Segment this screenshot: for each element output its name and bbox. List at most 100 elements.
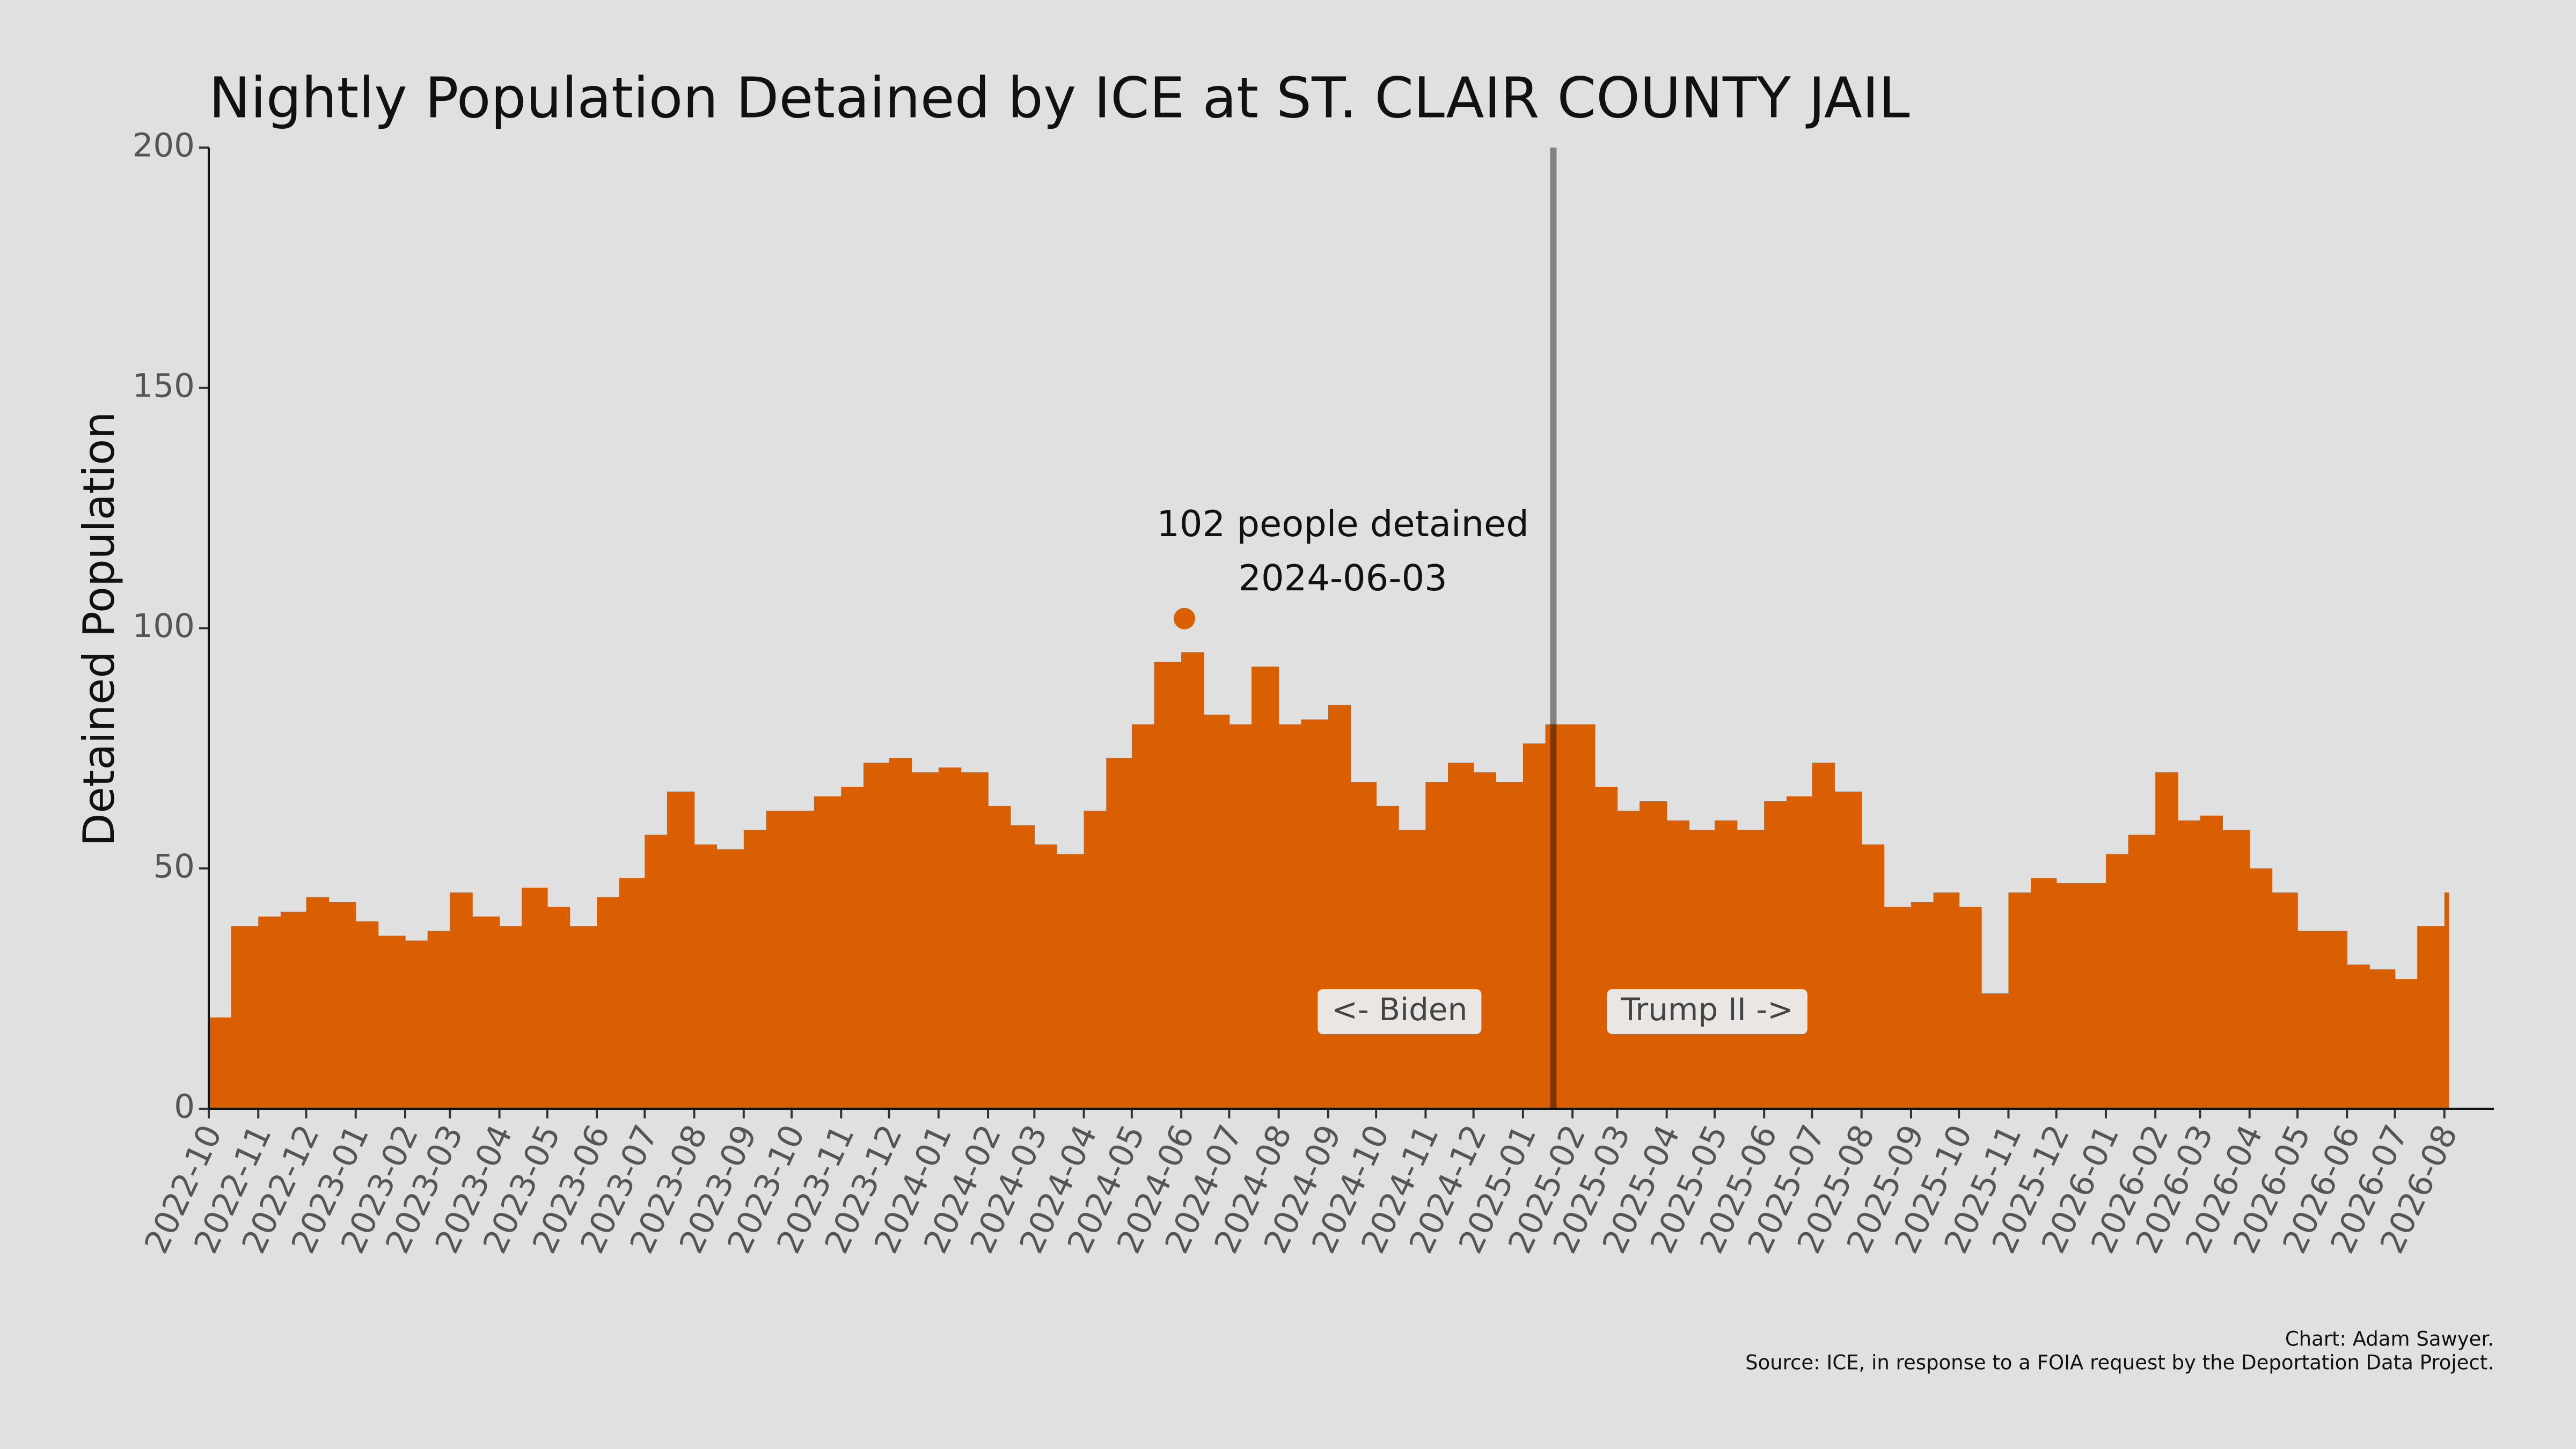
bar <box>209 1017 232 1109</box>
bar <box>2105 854 2129 1109</box>
bar <box>1203 714 1230 1109</box>
bar <box>405 940 428 1109</box>
bar <box>1496 782 1524 1109</box>
bar <box>1834 791 1862 1109</box>
annotation-text: 102 people detained <box>1157 503 1529 545</box>
period-label: <- Biden <box>1318 989 1482 1034</box>
bar <box>231 926 259 1109</box>
bar <box>1812 763 1835 1109</box>
bar <box>1666 820 1690 1109</box>
bar <box>792 810 815 1109</box>
bar <box>1057 854 1085 1109</box>
bar <box>863 763 890 1109</box>
y-tick-label: 50 <box>153 847 195 885</box>
bar <box>1617 810 1640 1109</box>
bar <box>1350 782 1377 1109</box>
bar <box>499 926 523 1109</box>
period-label-text: Trump II -> <box>1620 991 1793 1028</box>
bar <box>2417 926 2445 1109</box>
bar <box>328 902 356 1109</box>
bar <box>2444 892 2449 1109</box>
bar <box>961 772 989 1109</box>
bar <box>1545 724 1573 1109</box>
bar <box>1084 810 1107 1109</box>
bar <box>2297 931 2321 1109</box>
bar <box>1911 902 1934 1109</box>
bar <box>378 935 406 1109</box>
y-tick-label: 150 <box>133 367 195 405</box>
bar <box>450 892 473 1109</box>
bar <box>1010 825 1035 1109</box>
bar <box>2319 931 2348 1109</box>
bar <box>597 897 620 1109</box>
bar <box>280 911 307 1109</box>
bar <box>2079 883 2106 1109</box>
bar <box>427 931 451 1109</box>
credit: Source: ICE, in response to a FOIA reque… <box>1745 1351 2494 1374</box>
bar <box>1640 801 1667 1109</box>
bar <box>1959 906 1982 1109</box>
bar <box>841 787 864 1109</box>
bar <box>547 906 570 1109</box>
period-label: Trump II -> <box>1607 989 1807 1034</box>
bar <box>938 767 962 1109</box>
label-box <box>1607 989 1807 1034</box>
bar <box>1398 830 1426 1109</box>
bar <box>1523 743 1546 1109</box>
bar <box>2222 830 2250 1109</box>
bar <box>1572 724 1596 1109</box>
bar <box>667 791 695 1109</box>
bar <box>1034 844 1057 1109</box>
bar <box>1737 830 1765 1109</box>
bar <box>2272 892 2298 1109</box>
bar <box>1106 758 1132 1109</box>
bar <box>743 830 767 1109</box>
chart-title: Nightly Population Detained by ICE at ST… <box>209 65 1910 130</box>
bar <box>766 810 792 1109</box>
bar <box>814 796 842 1109</box>
bar <box>1689 830 1715 1109</box>
bar <box>1884 906 1912 1109</box>
bar <box>1229 724 1252 1109</box>
bar <box>645 835 668 1109</box>
bar <box>569 926 597 1109</box>
bar <box>306 897 329 1109</box>
bar <box>988 806 1011 1109</box>
bar <box>619 878 646 1109</box>
period-label-text: <- Biden <box>1331 991 1467 1028</box>
bar <box>716 849 744 1109</box>
bar <box>1981 993 2009 1109</box>
bar <box>2008 892 2031 1109</box>
bar <box>1425 782 1448 1109</box>
bar <box>1861 844 1885 1109</box>
bar <box>2177 820 2201 1109</box>
label-box <box>1318 989 1482 1034</box>
bar <box>1448 763 1474 1109</box>
bar <box>2200 815 2223 1109</box>
bar <box>1301 719 1329 1109</box>
credit: Chart: Adam Sawyer. <box>2285 1328 2494 1351</box>
bar <box>1376 806 1399 1109</box>
bar <box>1594 787 1618 1109</box>
bar <box>2347 964 2370 1109</box>
bar <box>2056 883 2080 1109</box>
annotation-date: 2024-06-03 <box>1238 557 1447 599</box>
bar <box>1154 662 1182 1109</box>
bar <box>2155 772 2178 1109</box>
bar <box>2249 868 2273 1109</box>
bar <box>1714 820 1738 1109</box>
annotation-point <box>1174 608 1196 630</box>
bar <box>2395 979 2418 1109</box>
bar <box>2128 835 2156 1109</box>
bar <box>2369 969 2396 1109</box>
y-tick-label: 200 <box>133 127 195 165</box>
bar <box>472 916 500 1109</box>
bar <box>1473 772 1497 1109</box>
bar <box>1131 724 1155 1109</box>
bar <box>911 772 939 1109</box>
bar <box>694 844 718 1109</box>
bar <box>1764 801 1787 1109</box>
bar <box>1786 796 1813 1109</box>
